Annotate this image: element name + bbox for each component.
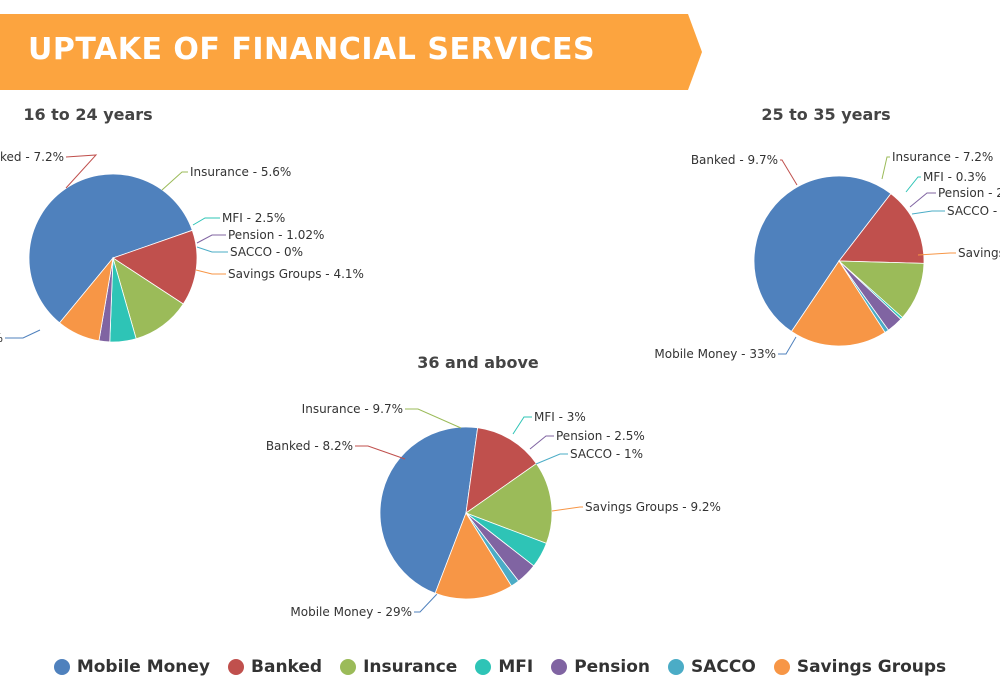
slice-label-banked: Banked - 8.2% [266, 439, 353, 453]
chart-title-36-above: 36 and above [417, 353, 539, 372]
slice-label-insurance: Insurance - 7.2% [892, 150, 993, 164]
chart-title-16-24: 16 to 24 years [23, 105, 153, 124]
slice-label-pension: Pension - 2 [938, 186, 1000, 200]
pie-slice-mobile-money[interactable] [753, 175, 892, 333]
pie-slice-savings-groups[interactable] [434, 512, 513, 600]
slice-label-mobile-money: Mobile Money - 29% [290, 605, 412, 619]
leader-line-insurance [161, 171, 188, 191]
leader-line-sacco [535, 453, 568, 465]
legend-label-pension: Pension [574, 657, 651, 677]
legend-item-sacco[interactable]: SACCO [668, 657, 756, 677]
legend-swatch-mobile-money [53, 659, 70, 675]
slice-label-mobile-money: Mobile Money - 33% [654, 347, 776, 361]
leader-line-pension [909, 192, 936, 208]
leader-line-sacco [911, 210, 945, 215]
leader-line-mobile-money [778, 336, 797, 355]
leader-line-mobile-money [5, 329, 41, 339]
slice-label-insurance: Insurance - 5.6% [190, 165, 291, 179]
chart-legend: Mobile Money Banked Insurance MFI Pensio… [0, 652, 1000, 682]
legend-swatch-insurance [340, 659, 357, 675]
pie-slice-insurance[interactable] [465, 463, 553, 544]
slice-label-banked: Banked - 7.2% [0, 150, 64, 164]
chart-title-25-35: 25 to 35 years [761, 105, 891, 124]
page-title: UPTAKE OF FINANCIAL SERVICES [28, 32, 596, 67]
legend-swatch-pension [551, 659, 568, 675]
slice-label-savings-groups: Savings [958, 246, 1000, 260]
banner-arrow-shape [0, 14, 702, 90]
leader-line-mfi [512, 416, 532, 435]
pie-slice-banked[interactable] [465, 427, 537, 514]
slice-label-sacco: SACCO - 0 [947, 204, 1000, 218]
slice-label-savings-groups: Savings Groups - 4.1% [228, 267, 364, 281]
pie-slice-banked[interactable] [838, 193, 925, 264]
leader-line-savings-groups [917, 252, 956, 256]
legend-swatch-sacco [668, 659, 685, 675]
leader-line-mobile-money [414, 593, 438, 613]
pie-chart-3: Mobile Money - 29% Banked - 8.2% Insurance… [266, 402, 721, 619]
leader-line-banked [65, 154, 98, 189]
legend-item-pension[interactable]: Pension [551, 657, 650, 677]
slice-label-sacco: SACCO - 1% [570, 447, 643, 461]
pie-slice-savings-groups[interactable] [790, 260, 886, 347]
slice-label-banked: Banked - 9.7% [691, 153, 778, 167]
leader-line-pension [529, 435, 554, 450]
leader-line-insurance [881, 156, 890, 180]
pie-slice-mobile-money[interactable] [379, 426, 479, 594]
slice-label-pension: Pension - 2.5% [556, 429, 645, 443]
slice-label-mfi: MFI - 3% [534, 410, 586, 424]
leader-line-insurance [405, 408, 462, 429]
slice-label-sacco: SACCO - 0% [230, 245, 303, 259]
legend-label-insurance: Insurance [363, 657, 458, 677]
pie-chart-2: Mobile Money - 33% Banked - 9.7% Insurance… [654, 150, 1000, 361]
leader-line-mfi [905, 176, 921, 193]
legend-swatch-savings-groups [773, 659, 790, 675]
legend-label-savings-groups: Savings Groups [796, 657, 947, 677]
legend-label-banked: Banked [251, 657, 323, 677]
legend-label-mfi: MFI [498, 657, 534, 677]
pie-slice-mobile-money[interactable] [28, 173, 193, 324]
pie-slice-banked[interactable] [112, 229, 198, 305]
slice-label-insurance: Insurance - 9.7% [302, 402, 403, 416]
pie-slice-savings-groups[interactable] [59, 256, 114, 342]
legend-swatch-mfi [475, 659, 492, 675]
legend-label-sacco: SACCO [691, 657, 756, 677]
legend-item-mfi[interactable]: MFI [475, 657, 533, 677]
slice-label-savings-groups: Savings Groups - 9.2% [585, 500, 721, 514]
legend-item-mobile-money[interactable]: Mobile Money [53, 657, 211, 677]
legend-label-mobile-money: Mobile Money [76, 657, 211, 677]
slice-label-mobile-money: Mobile Money - 29% [0, 331, 3, 345]
leader-line-banked [780, 159, 798, 186]
leader-line-banked [355, 445, 406, 460]
header-banner: UPTAKE OF FINANCIAL SERVICES [0, 14, 702, 90]
leader-line-mfi [192, 217, 220, 226]
legend-item-savings-groups[interactable]: Savings Groups [773, 657, 947, 677]
leader-line-sacco [196, 246, 228, 253]
leader-line-savings-groups [195, 269, 226, 275]
legend-item-banked[interactable]: Banked [228, 657, 322, 677]
slice-label-mfi: MFI - 0.3% [923, 170, 986, 184]
legend-swatch-banked [228, 659, 245, 675]
slice-label-mfi: MFI - 2.5% [222, 211, 285, 225]
slice-label-pension: Pension - 1.02% [228, 228, 324, 242]
legend-item-insurance[interactable]: Insurance [340, 657, 457, 677]
leader-line-pension [196, 234, 226, 244]
pie-chart-1: Mobile Money - 29% Banked - 7.2% Insurance… [0, 150, 364, 345]
leader-line-savings-groups [551, 506, 583, 512]
